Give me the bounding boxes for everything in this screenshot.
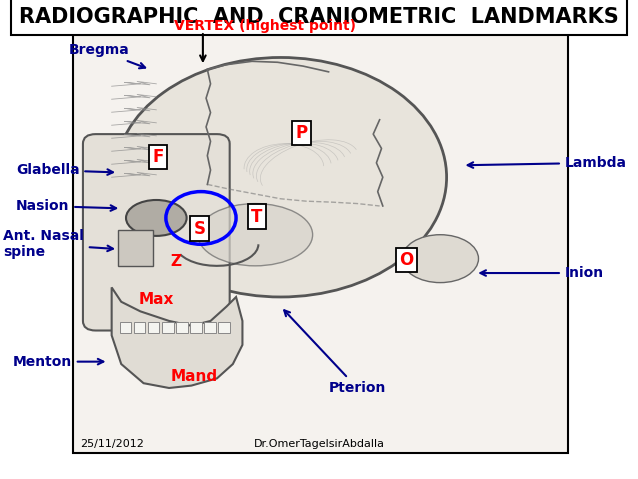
Ellipse shape bbox=[198, 204, 313, 266]
Text: Menton: Menton bbox=[13, 354, 103, 369]
Text: Max: Max bbox=[138, 292, 174, 307]
Bar bbox=[190, 322, 202, 333]
Bar bbox=[176, 322, 188, 333]
Text: Dr.OmerTagelsirAbdalla: Dr.OmerTagelsirAbdalla bbox=[253, 439, 385, 449]
Text: Pterion: Pterion bbox=[284, 310, 386, 395]
Ellipse shape bbox=[126, 200, 186, 236]
Text: RADIOGRAPHIC  AND  CRANIOMETRIC  LANDMARKS: RADIOGRAPHIC AND CRANIOMETRIC LANDMARKS bbox=[19, 7, 619, 27]
Text: Ant. Nasal
spine: Ant. Nasal spine bbox=[3, 229, 113, 260]
Text: P: P bbox=[295, 124, 308, 142]
FancyBboxPatch shape bbox=[83, 134, 230, 331]
Polygon shape bbox=[112, 287, 242, 388]
Bar bbox=[204, 322, 216, 333]
Ellipse shape bbox=[402, 235, 478, 283]
Text: Z: Z bbox=[170, 253, 181, 269]
Bar bbox=[148, 322, 160, 333]
Text: T: T bbox=[251, 208, 262, 226]
Text: O: O bbox=[399, 251, 414, 269]
Text: Nasion: Nasion bbox=[16, 199, 116, 213]
Text: Bregma: Bregma bbox=[68, 43, 145, 68]
Text: Lambda: Lambda bbox=[468, 156, 627, 170]
Ellipse shape bbox=[115, 57, 447, 297]
Text: Inion: Inion bbox=[480, 266, 604, 280]
Bar bbox=[120, 322, 131, 333]
Text: Glabella: Glabella bbox=[16, 163, 113, 177]
Text: Mand: Mand bbox=[171, 368, 218, 384]
Bar bbox=[134, 322, 145, 333]
Text: S: S bbox=[193, 220, 205, 238]
Bar bbox=[218, 322, 230, 333]
Text: F: F bbox=[152, 148, 163, 166]
Text: VERTEX (highest point): VERTEX (highest point) bbox=[174, 19, 356, 34]
Bar bbox=[162, 322, 174, 333]
Text: 25/11/2012: 25/11/2012 bbox=[80, 439, 144, 449]
Bar bbox=[73, 34, 568, 453]
Bar bbox=[118, 230, 153, 266]
